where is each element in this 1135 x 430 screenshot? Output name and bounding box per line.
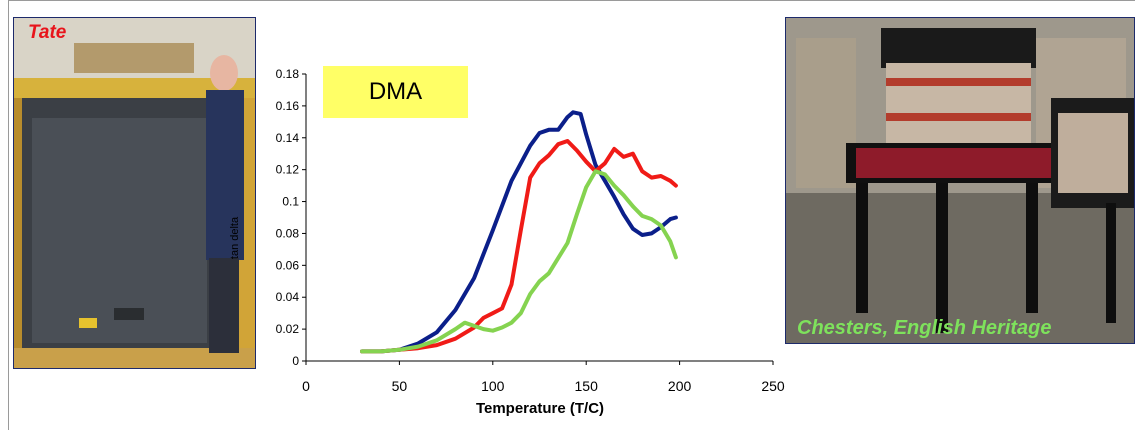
- y-tick-label: 0.08: [276, 226, 300, 240]
- x-axis-label: Temperature (T/C): [475, 400, 605, 417]
- x-tick-label: 50: [392, 378, 408, 394]
- x-tick-label: 0: [302, 378, 310, 394]
- y-tick-label: 0.02: [276, 322, 300, 336]
- y-tick-label: 0.06: [276, 258, 300, 272]
- x-tick-label: 250: [761, 378, 785, 394]
- x-tick-label: 200: [668, 378, 692, 394]
- y-tick-label: 0.12: [276, 163, 300, 177]
- y-tick-label: 0.1: [282, 195, 299, 209]
- chesters-caption: Chesters, English Heritage: [797, 317, 1052, 339]
- series-line-3: [360, 169, 678, 354]
- y-tick-label: 0: [292, 354, 299, 368]
- slide-frame: [8, 0, 1135, 430]
- x-tick-label: 100: [481, 378, 505, 394]
- tate-photo: [13, 17, 256, 369]
- y-tick-label: 0.18: [276, 67, 300, 81]
- y-tick-label: 0.16: [276, 99, 300, 113]
- series-line-1: [360, 110, 678, 354]
- chart-title: DMA: [323, 66, 468, 118]
- y-axis-label: tan delta: [229, 216, 241, 260]
- tate-caption: Tate: [28, 22, 67, 43]
- chesters-photo: [785, 17, 1135, 344]
- x-tick-label: 150: [575, 378, 599, 394]
- y-tick-label: 0.04: [276, 290, 300, 304]
- y-tick-label: 0.14: [276, 131, 300, 145]
- dma-chart: 0 0.02 0.04 0.06 0.08 0.1 0.12 0.14 0.16 0.18 0 50 1…: [276, 67, 785, 394]
- series-line-2: [360, 139, 678, 354]
